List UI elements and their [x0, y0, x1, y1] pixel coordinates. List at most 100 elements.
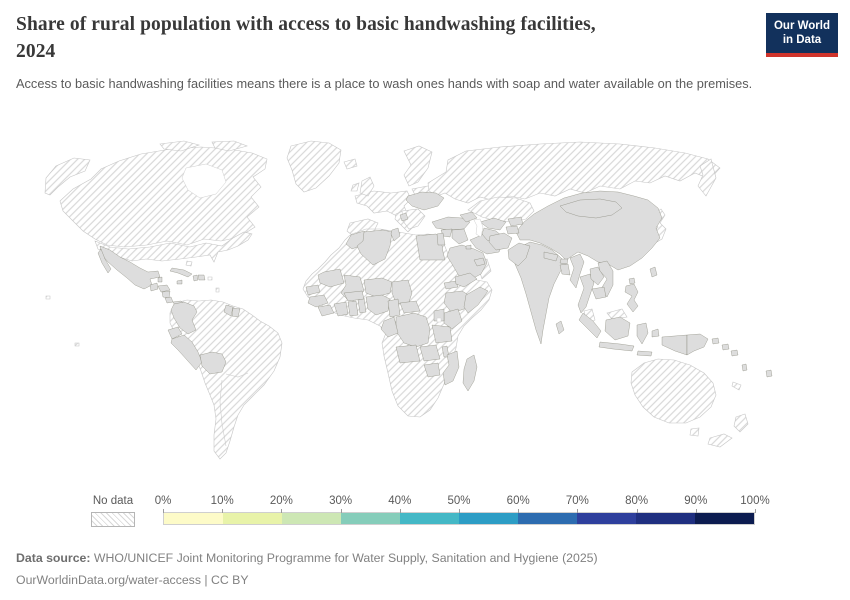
country-bolivia[interactable]: [199, 351, 227, 375]
footer-license-link[interactable]: OurWorldinData.org/water-access | CC BY: [16, 572, 249, 587]
landmass-lesser-antilles[interactable]: [215, 287, 220, 293]
legend-bin[interactable]: [400, 513, 459, 524]
country-zimbabwe[interactable]: [423, 362, 441, 378]
legend-bin[interactable]: [459, 513, 518, 524]
landmass-australia[interactable]: [630, 358, 717, 424]
country-philippines[interactable]: [624, 283, 639, 313]
country-haiti[interactable]: [192, 274, 199, 282]
country-afghanistan[interactable]: [488, 232, 513, 251]
legend-bin[interactable]: [223, 513, 282, 524]
country-cuba[interactable]: [169, 267, 193, 278]
country-china-hainan[interactable]: [628, 277, 636, 285]
country-turkey[interactable]: [431, 216, 471, 231]
country-uae[interactable]: [473, 257, 486, 267]
country-algeria[interactable]: [356, 229, 393, 266]
landmass-iceland[interactable]: [343, 158, 358, 170]
landmass-bahamas[interactable]: [185, 260, 193, 267]
country-nepal[interactable]: [543, 251, 559, 262]
legend-bin[interactable]: [636, 513, 695, 524]
country-kenya[interactable]: [443, 308, 463, 330]
country-mexico[interactable]: [99, 245, 161, 290]
country-guinea[interactable]: [307, 294, 329, 308]
country-eritrea[interactable]: [443, 280, 459, 290]
country-indonesia-sumatra[interactable]: [578, 312, 602, 339]
landmass-kazakhstan[interactable]: [467, 196, 535, 223]
landmass-balkans[interactable]: [401, 208, 426, 230]
country-colombia[interactable]: [170, 301, 198, 335]
legend-bin[interactable]: [518, 513, 577, 524]
country-tanzania[interactable]: [431, 324, 453, 344]
country-mauritania[interactable]: [317, 268, 345, 288]
country-ecuador[interactable]: [167, 326, 183, 340]
legend-bin[interactable]: [164, 513, 223, 524]
country-indonesia-sulawesi[interactable]: [636, 322, 649, 345]
country-vanuatu[interactable]: [741, 363, 748, 372]
country-somalia[interactable]: [463, 286, 489, 314]
country-jamaica[interactable]: [176, 279, 183, 285]
country-uganda[interactable]: [433, 308, 445, 322]
landmass-usa[interactable]: [94, 231, 253, 263]
country-mexico-baja[interactable]: [97, 248, 112, 274]
landmass-pacific-dot-1[interactable]: [45, 295, 51, 300]
country-india[interactable]: [512, 241, 567, 345]
landmass-canada[interactable]: [59, 146, 268, 248]
owid-logo[interactable]: Our World in Data: [766, 13, 838, 57]
landmass-alaska[interactable]: [44, 157, 91, 196]
country-ivory-coast[interactable]: [333, 301, 349, 317]
country-solomon-3[interactable]: [730, 349, 739, 357]
country-papua-new-guinea[interactable]: [686, 333, 709, 356]
country-niger[interactable]: [363, 277, 393, 298]
country-dominican-republic[interactable]: [197, 274, 206, 281]
country-kuwait[interactable]: [465, 244, 472, 250]
legend-bin[interactable]: [695, 513, 754, 524]
legend-no-data[interactable]: No data: [91, 495, 135, 527]
country-guyana[interactable]: [223, 304, 234, 317]
landmass-greenland[interactable]: [286, 140, 342, 193]
country-nigeria[interactable]: [365, 294, 391, 316]
country-guatemala[interactable]: [149, 282, 159, 292]
country-mongolia[interactable]: [559, 198, 623, 219]
country-nicaragua[interactable]: [161, 290, 171, 299]
country-suriname[interactable]: [231, 307, 241, 318]
country-belize[interactable]: [157, 276, 163, 283]
landmass-puerto-rico[interactable]: [207, 276, 213, 281]
country-serbia[interactable]: [399, 212, 409, 222]
country-angola[interactable]: [395, 344, 421, 364]
country-cambodia[interactable]: [591, 286, 607, 300]
landmass-north-borneo[interactable]: [606, 308, 628, 320]
country-fiji[interactable]: [765, 369, 773, 378]
country-zambia[interactable]: [419, 344, 441, 362]
country-caucasus[interactable]: [459, 211, 478, 223]
country-tajikistan[interactable]: [505, 225, 520, 235]
country-thailand[interactable]: [577, 273, 595, 314]
country-taiwan[interactable]: [649, 266, 658, 278]
country-gabon-congo[interactable]: [380, 316, 399, 338]
country-costa-rica[interactable]: [164, 296, 174, 304]
country-indonesia-maluku[interactable]: [651, 328, 660, 338]
legend-bin[interactable]: [577, 513, 636, 524]
country-madagascar[interactable]: [462, 354, 478, 392]
legend-bin[interactable]: [282, 513, 341, 524]
country-central-african-republic[interactable]: [399, 300, 421, 314]
country-ukraine[interactable]: [405, 191, 445, 211]
country-sierra-leone-liberia[interactable]: [317, 304, 335, 317]
landmass-nz-north[interactable]: [733, 413, 749, 433]
legend-no-data-swatch[interactable]: [91, 512, 135, 527]
world-map[interactable]: [40, 136, 815, 494]
country-jordan-israel[interactable]: [436, 232, 446, 246]
country-solomon-1[interactable]: [711, 337, 720, 345]
country-indonesia-java[interactable]: [598, 341, 635, 352]
landmass-arctic-island-1[interactable]: [159, 140, 201, 152]
country-kyrgyzstan[interactable]: [507, 216, 524, 227]
landmass-uk[interactable]: [359, 176, 375, 197]
country-senegal[interactable]: [305, 284, 321, 296]
country-bangladesh[interactable]: [559, 263, 571, 276]
landmass-new-caledonia[interactable]: [731, 381, 742, 391]
country-dr-congo[interactable]: [395, 312, 431, 348]
country-mozambique[interactable]: [442, 350, 460, 386]
country-indonesia-kalimantan[interactable]: [604, 316, 631, 341]
country-cameroon[interactable]: [387, 298, 401, 318]
country-sri-lanka[interactable]: [555, 320, 565, 335]
landmass-kamchatka[interactable]: [697, 158, 717, 197]
country-bhutan[interactable]: [559, 258, 569, 265]
